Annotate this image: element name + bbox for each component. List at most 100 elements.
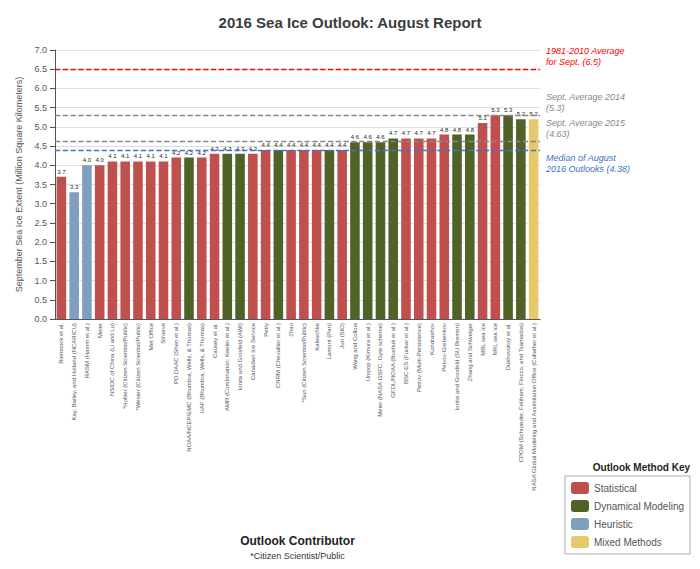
svg-text:Meier (NASA GSFC, Gyte scheme): Meier (NASA GSFC, Gyte scheme) [377, 323, 383, 417]
svg-text:4.4: 4.4 [261, 142, 270, 148]
svg-text:2.0: 2.0 [34, 237, 47, 247]
svg-text:4.7: 4.7 [389, 130, 398, 136]
svg-text:Statistical: Statistical [594, 483, 637, 494]
svg-text:5.2: 5.2 [529, 111, 538, 117]
svg-text:4.0: 4.0 [83, 157, 92, 163]
svg-text:4.0: 4.0 [95, 157, 104, 163]
svg-text:(4.63): (4.63) [546, 129, 570, 139]
svg-text:*Holtier (Citizen Scientist/Pu: *Holtier (Citizen Scientist/Public) [122, 323, 128, 409]
svg-text:4.4: 4.4 [274, 142, 283, 148]
svg-text:Petrov (Multi-Persistence): Petrov (Multi-Persistence) [416, 323, 422, 392]
svg-text:NSIDC of China (Li and Lu): NSIDC of China (Li and Lu) [109, 323, 115, 396]
svg-text:1.0: 1.0 [34, 276, 47, 286]
svg-text:Stroeve: Stroeve [160, 322, 166, 343]
svg-text:Kay, Bailey, and Holland (NCAR: Kay, Bailey, and Holland (NCAR/CU) [71, 323, 77, 420]
svg-text:4.6: 4.6 [351, 134, 360, 140]
svg-text:3.5: 3.5 [34, 180, 47, 190]
svg-text:for Sept. (6.5): for Sept. (6.5) [546, 57, 601, 67]
svg-text:4.1: 4.1 [134, 153, 143, 159]
svg-text:Outlook Contributor: Outlook Contributor [240, 534, 355, 548]
svg-text:0.0: 0.0 [34, 314, 47, 324]
svg-text:4.1: 4.1 [121, 153, 130, 159]
svg-text:4.4: 4.4 [312, 142, 321, 148]
svg-text:Kaleschke: Kaleschke [314, 322, 320, 350]
svg-text:RASM (Hamm et al.): RASM (Hamm et al.) [84, 323, 90, 378]
svg-text:4.6: 4.6 [376, 134, 385, 140]
svg-text:4.7: 4.7 [415, 130, 424, 136]
svg-text:CNRM (Chevallier et al.): CNRM (Chevallier et al.) [275, 323, 281, 388]
svg-text:4.4: 4.4 [338, 142, 347, 148]
svg-text:Median of August: Median of August [546, 153, 616, 163]
svg-text:September Sea Ice Extent (Mill: September Sea Ice Extent (Million Square… [14, 77, 24, 293]
svg-text:2.5: 2.5 [34, 218, 47, 228]
svg-text:5.3: 5.3 [491, 107, 500, 113]
svg-text:Ionita and Grosfeld (SU Bremen: Ionita and Grosfeld (SU Bremen) [454, 323, 460, 410]
svg-text:Bienstock et al.: Bienstock et al. [58, 323, 64, 364]
svg-text:Sept. Average 2015: Sept. Average 2015 [546, 118, 626, 128]
svg-text:Wang and Collow: Wang and Collow [352, 322, 358, 369]
svg-text:4.0: 4.0 [34, 160, 47, 170]
svg-text:NASA Global Modeling and Assim: NASA Global Modeling and Assimilation Of… [531, 323, 537, 491]
svg-text:MBL sea ice: MBL sea ice [480, 322, 486, 355]
svg-text:5.3: 5.3 [504, 107, 513, 113]
svg-text:4.4: 4.4 [325, 142, 334, 148]
svg-text:2016 Sea Ice Outlook: August R: 2016 Sea Ice Outlook: August Report [219, 14, 482, 31]
svg-text:*Sun (Citizen Scientist/Public: *Sun (Citizen Scientist/Public) [301, 323, 307, 402]
svg-text:Jun (SIO): Jun (SIO) [339, 323, 345, 349]
svg-text:1.5: 1.5 [34, 256, 47, 266]
svg-text:*Wester (Citizen Scientist/Pub: *Wester (Citizen Scientist/Public) [135, 323, 141, 411]
svg-text:3.3: 3.3 [70, 184, 79, 190]
svg-text:PO.DAAC (Shen et al.): PO.DAAC (Shen et al.) [173, 323, 179, 384]
svg-text:0.5: 0.5 [34, 295, 47, 305]
svg-text:7.0: 7.0 [34, 45, 47, 55]
svg-text:Petrov-Grebenkov: Petrov-Grebenkov [441, 323, 447, 372]
svg-text:Dynamical Modeling: Dynamical Modeling [594, 501, 684, 512]
svg-text:6.5: 6.5 [34, 64, 47, 74]
svg-text:4.7: 4.7 [427, 130, 436, 136]
svg-text:5.0: 5.0 [34, 122, 47, 132]
svg-text:Mixed Methods: Mixed Methods [594, 537, 662, 548]
svg-text:NOAA/NCEP/EMC (Bhumbra, Wells,: NOAA/NCEP/EMC (Bhumbra, Wells, & Thomas) [186, 323, 192, 452]
svg-text:*Citizen Scientist/Public: *Citizen Scientist/Public [250, 551, 345, 561]
svg-text:CPOM (Schroeder, Feltham, Floc: CPOM (Schroeder, Feltham, Flocco, and Ts… [518, 323, 524, 462]
svg-text:Met Office: Met Office [148, 322, 154, 350]
svg-text:Zhao: Zhao [288, 322, 294, 336]
svg-text:5.5: 5.5 [34, 103, 47, 113]
svg-text:BSC-ES (Fuckar et al.): BSC-ES (Fuckar et al.) [403, 323, 409, 384]
svg-text:3.7: 3.7 [57, 169, 66, 175]
svg-text:Canadian Ice Service: Canadian Ice Service [250, 322, 256, 380]
svg-text:Sept. Average 2014: Sept. Average 2014 [546, 92, 625, 102]
svg-text:Kondrashov: Kondrashov [429, 323, 435, 355]
svg-text:4.5: 4.5 [34, 141, 47, 151]
svg-text:4.1: 4.1 [147, 153, 156, 159]
svg-text:6.0: 6.0 [34, 83, 47, 93]
svg-text:Zhang and Schweiger: Zhang and Schweiger [467, 323, 473, 381]
svg-text:NRL sea ice: NRL sea ice [492, 322, 498, 355]
svg-text:3.0: 3.0 [34, 199, 47, 209]
svg-text:4.8: 4.8 [440, 127, 449, 133]
svg-text:Dukhovskoy et al.: Dukhovskoy et al. [505, 323, 511, 371]
svg-text:Ionita and Grosfeld (AWI): Ionita and Grosfeld (AWI) [237, 323, 243, 390]
svg-text:GFDL/NOAA (Bushuk et al.): GFDL/NOAA (Bushuk et al.) [390, 323, 396, 398]
svg-text:Causey et al.: Causey et al. [212, 323, 218, 358]
svg-text:Unipop (Kimura et al.): Unipop (Kimura et al.) [365, 323, 371, 381]
svg-text:UAF (Bhumbra, Wells, & Thomas): UAF (Bhumbra, Wells, & Thomas) [199, 323, 205, 413]
svg-text:4.4: 4.4 [287, 142, 296, 148]
svg-text:2016 Outlooks (4.38): 2016 Outlooks (4.38) [545, 164, 630, 174]
svg-text:4.6: 4.6 [364, 134, 373, 140]
svg-text:4.1: 4.1 [108, 153, 117, 159]
svg-text:5.2: 5.2 [517, 111, 526, 117]
svg-text:Outlook Method Key: Outlook Method Key [593, 462, 691, 473]
svg-text:4.4: 4.4 [300, 142, 309, 148]
svg-text:(5.3): (5.3) [546, 103, 565, 113]
svg-text:4.1: 4.1 [159, 153, 168, 159]
svg-text:Lamont (Pan): Lamont (Pan) [326, 323, 332, 359]
svg-text:AMR (Combination: Keeler et al: AMR (Combination: Keeler et al.) [224, 323, 230, 411]
svg-text:Meier: Meier [97, 323, 103, 338]
svg-text:1981-2010 Average: 1981-2010 Average [546, 46, 625, 56]
svg-text:4.7: 4.7 [402, 130, 411, 136]
svg-text:Heuristic: Heuristic [594, 519, 633, 530]
svg-text:4.8: 4.8 [466, 127, 475, 133]
svg-text:4.8: 4.8 [453, 127, 462, 133]
svg-text:Petty: Petty [263, 323, 269, 337]
